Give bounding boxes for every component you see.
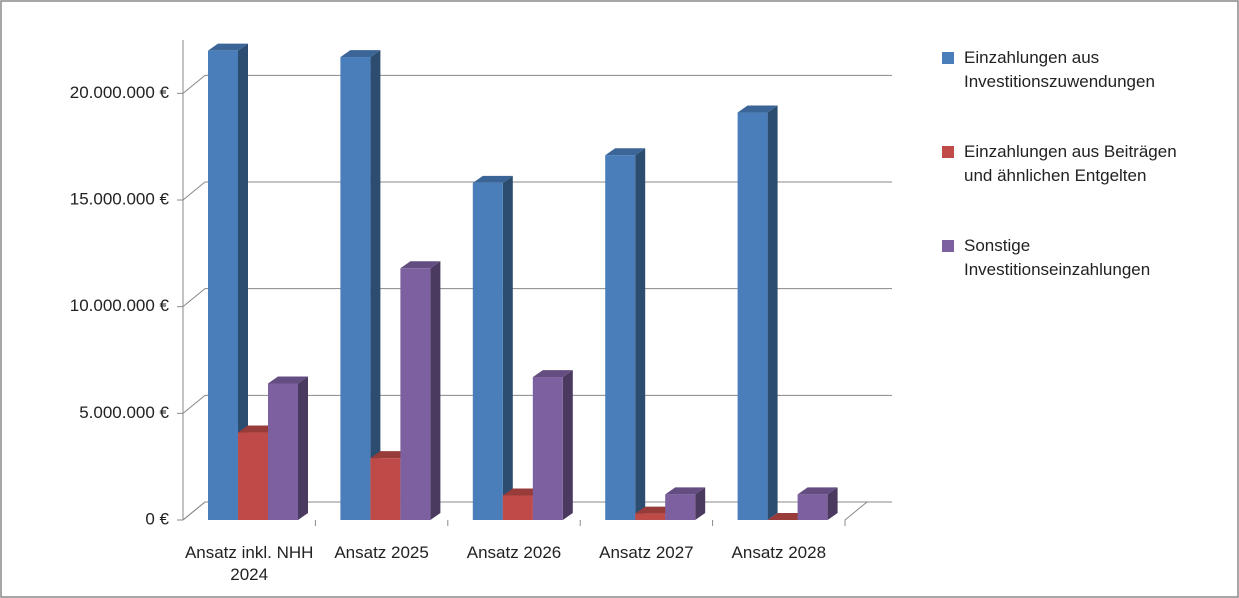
legend-swatch <box>942 240 954 252</box>
bar-top <box>532 370 573 378</box>
bar <box>238 432 268 520</box>
y-tick-label: 5.000.000 € <box>79 403 169 422</box>
grid-line <box>182 394 892 414</box>
bar-side <box>635 148 646 520</box>
bar-side <box>562 370 573 520</box>
legend-label: Sonstige Investitionseinzahlungen <box>964 236 1151 279</box>
bar <box>635 513 666 520</box>
bar-side <box>298 376 308 520</box>
bar-side <box>238 43 248 521</box>
bar-side <box>502 175 513 520</box>
x-tick-label: Ansatz 2028 <box>731 543 827 562</box>
x-tick-label: Ansatz inkl. NHH 2024 <box>184 543 314 584</box>
legend-item: Sonstige Investitionseinzahlungen <box>942 234 1204 282</box>
legend-item: Einzahlungen aus Beiträgen und ähnlichen… <box>942 140 1204 188</box>
y-tick-label: 15.000.000 € <box>70 189 170 208</box>
bar <box>502 495 533 520</box>
x-tick-label: Ansatz 2027 <box>599 543 694 562</box>
grid-line <box>182 181 892 201</box>
bar-side <box>827 487 838 520</box>
bar-top <box>400 261 441 269</box>
bar-side <box>767 105 778 521</box>
bar <box>268 383 298 520</box>
bar-top <box>340 50 381 58</box>
bar <box>532 377 563 520</box>
bar-top <box>605 148 646 156</box>
bar-side <box>430 261 441 520</box>
legend-item: Einzahlungen aus Investitionszuwendungen <box>942 46 1204 94</box>
bar-side <box>370 50 381 521</box>
bar <box>472 182 503 520</box>
grid-line <box>182 501 892 521</box>
legend-swatch <box>942 52 954 64</box>
bar-top <box>472 175 513 183</box>
x-tick-label: Ansatz 2025 <box>334 543 429 562</box>
bar <box>208 50 238 521</box>
bar-top <box>208 43 248 51</box>
grid-line <box>182 74 892 94</box>
bar-top <box>797 487 838 495</box>
bar <box>665 494 696 520</box>
bar-top <box>737 105 778 113</box>
bar-side <box>695 487 706 520</box>
bar-top <box>268 376 308 384</box>
legend-label: Einzahlungen aus Beiträgen und ähnlichen… <box>964 142 1177 185</box>
legend-swatch <box>942 146 954 158</box>
bar <box>797 494 828 520</box>
y-tick-label: 10.000.000 € <box>70 296 170 315</box>
bar <box>370 458 401 520</box>
bar <box>605 155 636 520</box>
bar <box>400 268 431 520</box>
y-tick-label: 20.000.000 € <box>70 83 170 102</box>
bar <box>737 112 768 521</box>
x-tick-label: Ansatz 2026 <box>466 543 562 562</box>
legend-label: Einzahlungen aus Investitionszuwendungen <box>964 48 1155 91</box>
grid-line <box>182 288 892 308</box>
bar <box>340 57 371 521</box>
bar-top <box>665 487 706 495</box>
y-tick-label: 0 € <box>145 509 169 528</box>
